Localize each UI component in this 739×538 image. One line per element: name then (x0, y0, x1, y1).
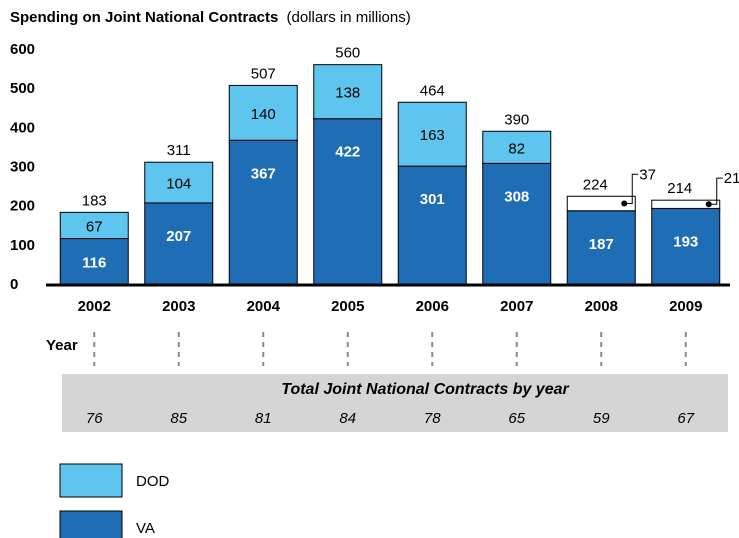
x-axis-labels: 2002 2003 2004 2005 2006 2007 2008 2009 (78, 298, 703, 315)
dod-value-label: 138 (335, 85, 360, 102)
legend-swatch-dod (59, 463, 123, 498)
bar-va (651, 207, 721, 285)
y-tick-label: 500 (10, 80, 35, 97)
contracts-value: 59 (593, 410, 610, 427)
legend-label-dod: DOD (136, 473, 170, 490)
y-tick-label: 100 (10, 237, 35, 254)
bar-dod (59, 211, 129, 240)
y-tick-label: 200 (10, 198, 35, 215)
year-guides (93, 332, 687, 366)
va-value-label: 308 (504, 188, 529, 205)
va-value-label: 367 (251, 165, 276, 182)
bar-dod (397, 101, 467, 167)
total-label: 224 (583, 176, 608, 193)
bar-dod (482, 130, 552, 164)
bar-va (228, 139, 298, 285)
dod-value-label: 37 (639, 166, 656, 183)
title-text: Spending on Joint National Contracts (10, 9, 278, 26)
callout-line (624, 173, 639, 205)
bar-dod (228, 84, 298, 141)
contracts-value: 81 (255, 410, 272, 427)
contracts-values: 76 85 81 84 78 65 59 67 (86, 410, 695, 427)
bar-va (59, 238, 129, 285)
x-tick-label: 2006 (416, 298, 449, 315)
y-tick-label: 400 (10, 119, 35, 136)
contracts-value: 78 (424, 410, 441, 427)
bar-va (482, 162, 552, 285)
subtitle-text: (dollars in millions) (287, 9, 411, 26)
bar-dod (144, 161, 214, 204)
x-tick-label: 2002 (78, 298, 111, 315)
x-tick-label: 2009 (669, 298, 702, 315)
total-label: 311 (167, 142, 191, 159)
bar-va (397, 165, 467, 285)
y-tick-label: 300 (10, 159, 35, 176)
bar-dod (313, 64, 383, 120)
dod-value-label: 21 (724, 170, 739, 187)
callout-line (708, 177, 723, 205)
total-label: 464 (420, 82, 445, 99)
contracts-value: 76 (86, 410, 103, 427)
x-tick-label: 2004 (247, 298, 281, 315)
total-label: 214 (667, 180, 692, 197)
va-value-label: 187 (589, 236, 614, 253)
va-value-label: 301 (420, 191, 445, 208)
va-value-label: 116 (82, 254, 106, 271)
y-tick-label: 600 (10, 41, 35, 58)
bars: 116 67 183 207 104 311 367 140 507 422 138 560 301 16… (59, 45, 739, 285)
contracts-title: Total Joint National Contracts by year (281, 381, 569, 398)
dod-value-label: 163 (420, 127, 445, 144)
contracts-value: 84 (339, 410, 356, 427)
x-tick-label: 2007 (500, 298, 533, 315)
total-label: 390 (504, 111, 529, 128)
total-label: 507 (251, 65, 276, 82)
legend-swatch-va (59, 510, 123, 538)
legend: DOD VA (59, 463, 170, 538)
contracts-value: 67 (677, 410, 694, 427)
y-axis: 0 100 200 300 400 500 600 (10, 41, 35, 293)
bar-va (566, 210, 636, 285)
va-value-label: 422 (335, 144, 360, 161)
legend-label-va: VA (136, 520, 155, 537)
x-tick-label: 2008 (585, 298, 618, 315)
dod-value-label: 67 (86, 218, 103, 235)
y-tick-label: 0 (10, 276, 18, 293)
total-label: 560 (335, 45, 360, 62)
va-value-label: 193 (673, 233, 698, 250)
bar-va (313, 118, 383, 285)
contracts-value: 85 (170, 410, 187, 427)
dod-value-label: 140 (251, 106, 276, 123)
x-axis-title: Year (46, 337, 78, 354)
bar-dod (651, 199, 721, 209)
chart-title: Spending on Joint National Contracts (do… (10, 9, 411, 26)
total-label: 183 (82, 192, 107, 209)
x-tick-label: 2005 (331, 298, 364, 315)
va-value-label: 207 (166, 228, 191, 245)
x-tick-label: 2003 (162, 298, 195, 315)
contracts-value: 65 (508, 410, 525, 427)
contracts-band (62, 374, 728, 432)
dod-value-label: 104 (166, 176, 191, 193)
dod-value-label: 82 (508, 140, 525, 157)
bar-dod (566, 195, 636, 212)
